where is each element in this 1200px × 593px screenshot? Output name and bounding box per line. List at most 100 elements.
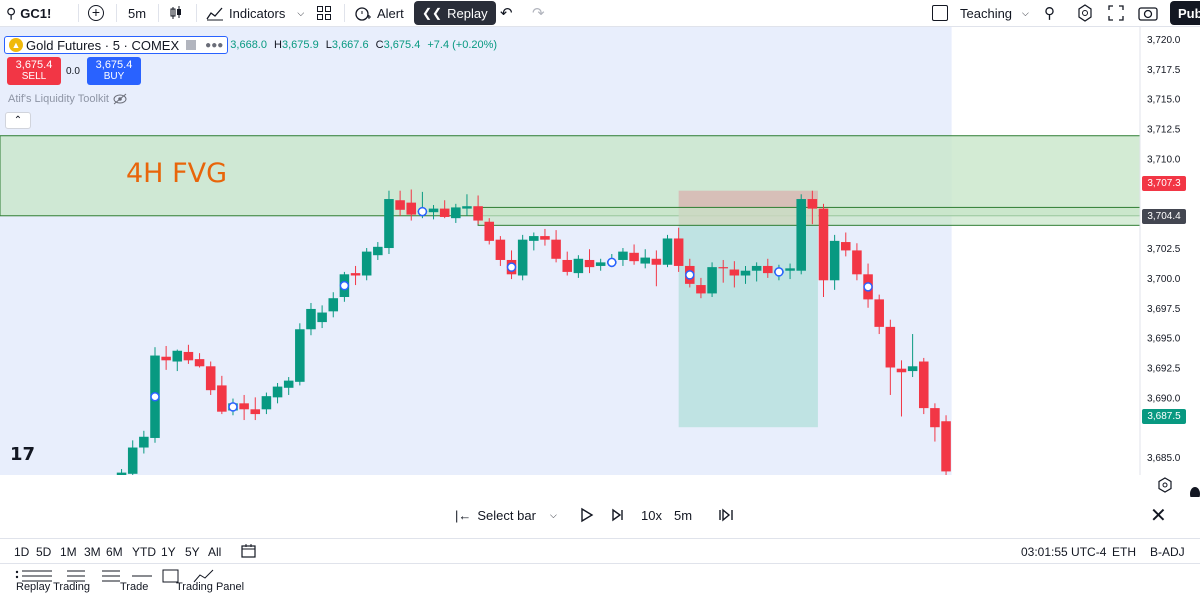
symbol-search[interactable]: ⚲ GC1!: [6, 0, 51, 26]
sell-label: SELL: [21, 71, 47, 82]
object-tree-icon[interactable]: [64, 567, 88, 590]
open-value: 3,668.0: [230, 39, 267, 51]
gear-icon: [1158, 477, 1172, 493]
buy-price: 3,675.4: [95, 59, 133, 71]
candle: [785, 263, 795, 280]
teaching-button[interactable]: Teaching ⌵: [932, 0, 1029, 26]
list-icon[interactable]: [100, 567, 124, 590]
liquidity-marker: [506, 262, 517, 272]
candle-body: [595, 262, 606, 266]
candle: [829, 234, 840, 290]
step-interval-button[interactable]: 5m: [674, 505, 692, 525]
candle: [718, 259, 728, 283]
session-button[interactable]: ETH: [1112, 545, 1136, 559]
snapshot-button[interactable]: [1138, 0, 1158, 26]
adjustment-button[interactable]: B-ADJ: [1150, 545, 1185, 559]
speed-button[interactable]: 10x: [641, 505, 662, 525]
chart-pane[interactable]: 3,720.03,717.53,715.03,712.53,710.03,705…: [0, 27, 1200, 475]
symbol-title-box[interactable]: ▲ Gold Futures · 5 · COMEX ●●●: [4, 36, 229, 54]
candle-body: [205, 366, 216, 391]
layouts-button[interactable]: [316, 0, 332, 26]
undo-button[interactable]: ↶: [500, 0, 513, 26]
close-icon: ✕: [1150, 504, 1167, 527]
settings-button[interactable]: [1076, 0, 1094, 26]
fullscreen-button[interactable]: [1108, 0, 1124, 26]
rectangle-tool-icon[interactable]: [160, 567, 182, 590]
candle: [562, 251, 573, 276]
chart-type-button[interactable]: [168, 0, 184, 26]
candle: [918, 357, 929, 415]
range-5d[interactable]: 5D: [36, 545, 52, 559]
range-1d[interactable]: 1D: [14, 545, 30, 559]
trend-tool-icon[interactable]: [192, 567, 216, 590]
candle-body: [239, 403, 249, 410]
candle: [584, 249, 595, 274]
quick-search-button[interactable]: ⚲: [1044, 0, 1055, 26]
candle: [874, 294, 884, 335]
interval-button[interactable]: 5m: [128, 0, 146, 26]
range-1y[interactable]: 1Y: [161, 545, 176, 559]
jump-to-realtime-button[interactable]: [718, 505, 734, 525]
redo-icon: ↷: [532, 5, 545, 22]
drag-handle-icon[interactable]: [14, 567, 54, 590]
close-replay-button[interactable]: ✕: [1150, 504, 1167, 527]
tradingview-logo[interactable]: 17: [10, 444, 36, 465]
replay-button[interactable]: ❮❮ Replay: [414, 1, 496, 25]
range-3m[interactable]: 3M: [84, 545, 101, 559]
candle: [618, 248, 628, 266]
tab-trade[interactable]: Trade: [120, 581, 149, 593]
step-forward-icon: [612, 508, 623, 522]
teaching-label: Teaching: [960, 5, 1013, 21]
eye-off-icon[interactable]: [113, 93, 127, 105]
range-5y[interactable]: 5Y: [185, 545, 200, 559]
axis-settings-button[interactable]: [1157, 477, 1173, 498]
line-tool-icon[interactable]: [130, 567, 154, 590]
candle-body: [729, 269, 740, 276]
price-axis-label: 3,700.0: [1147, 274, 1181, 285]
symbol-label: GC1!: [20, 5, 52, 21]
play-button[interactable]: [580, 505, 594, 525]
candle: [807, 190, 818, 225]
price-axis-label: 3,717.5: [1147, 65, 1181, 76]
candle-body: [373, 246, 383, 256]
candle-body: [451, 207, 461, 219]
buy-button[interactable]: 3,675.4 BUY: [87, 57, 141, 85]
chevron-down-icon: ⌵: [297, 7, 305, 18]
gear-icon: [1078, 4, 1092, 22]
goto-date-button[interactable]: [240, 543, 258, 564]
candle-body: [272, 386, 283, 398]
select-bar-button[interactable]: |← Select bar ⌵: [455, 505, 557, 525]
collapse-legend-button[interactable]: ⌃: [5, 112, 31, 129]
candle: [841, 232, 851, 257]
candle-body: [295, 329, 305, 382]
indicator-legend[interactable]: Atif's Liquidity Toolkit: [8, 93, 127, 105]
range-1m[interactable]: 1M: [60, 545, 77, 559]
candle-body: [361, 251, 372, 276]
price-axis-label: 3,690.0: [1147, 393, 1181, 404]
candle-body: [529, 236, 539, 241]
redo-button[interactable]: ↷: [532, 0, 545, 26]
range-ytd[interactable]: YTD: [132, 545, 156, 559]
candle-body: [841, 242, 851, 251]
scroll-handle[interactable]: [1190, 487, 1200, 501]
clock-display[interactable]: 03:01:55 UTC-4: [1021, 545, 1107, 559]
publish-button[interactable]: Publ: [1170, 1, 1200, 25]
step-forward-button[interactable]: [611, 505, 625, 525]
range-all[interactable]: All: [208, 545, 222, 559]
range-6m[interactable]: 6M: [106, 545, 123, 559]
candle: [484, 218, 495, 245]
divider: [116, 4, 117, 22]
tab-replay-trading[interactable]: Replay Trading: [16, 581, 90, 593]
candle: [673, 227, 684, 272]
spread-value: 0.0: [66, 66, 80, 77]
candle-body: [584, 259, 595, 268]
compare-button[interactable]: +: [88, 0, 104, 26]
indicators-button[interactable]: Indicators ⌵: [206, 0, 304, 26]
sell-button[interactable]: 3,675.4 SELL: [7, 57, 61, 85]
price-chart[interactable]: 3,720.03,717.53,715.03,712.53,710.03,705…: [0, 27, 1200, 475]
plus-circle-icon: +: [88, 5, 104, 21]
tab-trading-panel[interactable]: Trading Panel: [176, 581, 245, 593]
alert-button[interactable]: Alert: [354, 0, 404, 26]
candle-body: [907, 366, 918, 372]
replay-control-bar: |← Select bar ⌵ 10x 5m ✕: [0, 497, 1200, 533]
